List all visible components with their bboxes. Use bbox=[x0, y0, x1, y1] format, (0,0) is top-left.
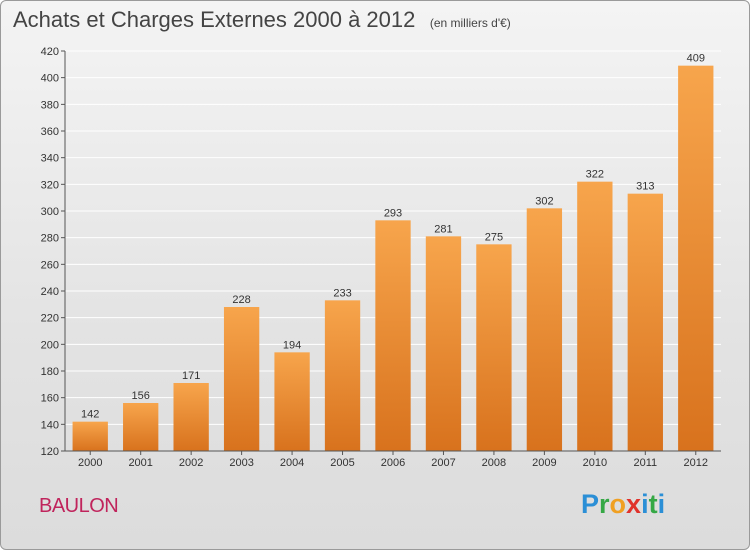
x-tick-label: 2011 bbox=[633, 457, 657, 469]
bar bbox=[476, 244, 512, 451]
bar bbox=[274, 352, 310, 451]
logo-letter: i bbox=[641, 489, 649, 519]
data-label: 322 bbox=[586, 169, 604, 181]
bars bbox=[72, 65, 714, 452]
bar bbox=[223, 307, 260, 451]
logo-letter: r bbox=[599, 489, 610, 519]
logo-letter: x bbox=[626, 489, 642, 519]
commune-name: BAULON bbox=[39, 495, 119, 517]
logo-letter: i bbox=[657, 489, 666, 519]
data-label: 233 bbox=[333, 287, 351, 299]
bar bbox=[577, 181, 613, 451]
data-label: 194 bbox=[283, 339, 301, 351]
y-tick-label: 340 bbox=[41, 153, 59, 165]
data-label: 293 bbox=[384, 207, 402, 219]
y-tick-label: 380 bbox=[41, 99, 59, 111]
x-tick-label: 2010 bbox=[583, 457, 607, 469]
x-tick-label: 2006 bbox=[381, 457, 405, 469]
axes bbox=[61, 50, 721, 455]
chart-title: Achats et Charges Externes 2000 à 2012 bbox=[13, 7, 416, 32]
data-label: 409 bbox=[687, 53, 705, 65]
y-tick-label: 360 bbox=[41, 126, 59, 138]
x-tick-label: 2003 bbox=[229, 457, 253, 469]
proxiti-logo: Proxiti bbox=[581, 489, 665, 520]
x-tick-label: 2002 bbox=[179, 457, 203, 469]
y-tick-label: 220 bbox=[41, 313, 59, 325]
y-tick-label: 260 bbox=[41, 259, 59, 271]
x-tick-label: 2005 bbox=[330, 457, 354, 469]
x-tick-label: 2001 bbox=[128, 457, 152, 469]
logo-letter: t bbox=[648, 489, 658, 519]
x-tick-label: 2009 bbox=[532, 457, 556, 469]
bar bbox=[678, 65, 714, 452]
y-tick-label: 300 bbox=[41, 206, 59, 218]
x-tick-label: 2008 bbox=[482, 457, 506, 469]
logo-letter: o bbox=[609, 489, 627, 519]
y-tick-label: 280 bbox=[41, 233, 59, 245]
y-tick-label: 320 bbox=[41, 179, 59, 191]
data-label: 171 bbox=[182, 370, 200, 382]
logo-letter: P bbox=[581, 489, 600, 519]
data-label: 142 bbox=[81, 409, 99, 421]
data-label: 275 bbox=[485, 231, 503, 243]
bar bbox=[173, 383, 209, 451]
data-label: 313 bbox=[636, 181, 654, 193]
title-row: Achats et Charges Externes 2000 à 2012 (… bbox=[13, 7, 511, 33]
bar bbox=[72, 421, 108, 451]
x-tick-label: 2012 bbox=[684, 457, 708, 469]
x-tick-label: 2000 bbox=[78, 457, 102, 469]
bar bbox=[425, 236, 462, 451]
x-tick-label: 2007 bbox=[431, 457, 455, 469]
y-tick-label: 240 bbox=[41, 286, 59, 298]
data-label: 228 bbox=[232, 294, 250, 306]
labels: 120 140 160 180 200 220 240 260 280 300 320 340 360 3… bbox=[41, 46, 708, 469]
bar bbox=[123, 403, 159, 451]
bar bbox=[375, 220, 411, 451]
y-tick-label: 420 bbox=[41, 46, 59, 58]
chart-subtitle: (en milliers d'€) bbox=[429, 16, 511, 30]
y-tick-label: 160 bbox=[41, 393, 59, 405]
bar bbox=[324, 300, 361, 451]
bar bbox=[526, 208, 563, 451]
y-tick-label: 400 bbox=[41, 73, 59, 85]
bar bbox=[627, 193, 663, 451]
data-label: 156 bbox=[132, 390, 150, 402]
y-tick-label: 180 bbox=[41, 366, 59, 378]
data-label: 302 bbox=[535, 195, 553, 207]
y-tick-label: 200 bbox=[41, 339, 59, 351]
x-tick-label: 2004 bbox=[280, 457, 304, 469]
y-tick-label: 120 bbox=[41, 446, 59, 458]
y-tick-label: 140 bbox=[41, 419, 59, 431]
data-label: 281 bbox=[434, 223, 452, 235]
